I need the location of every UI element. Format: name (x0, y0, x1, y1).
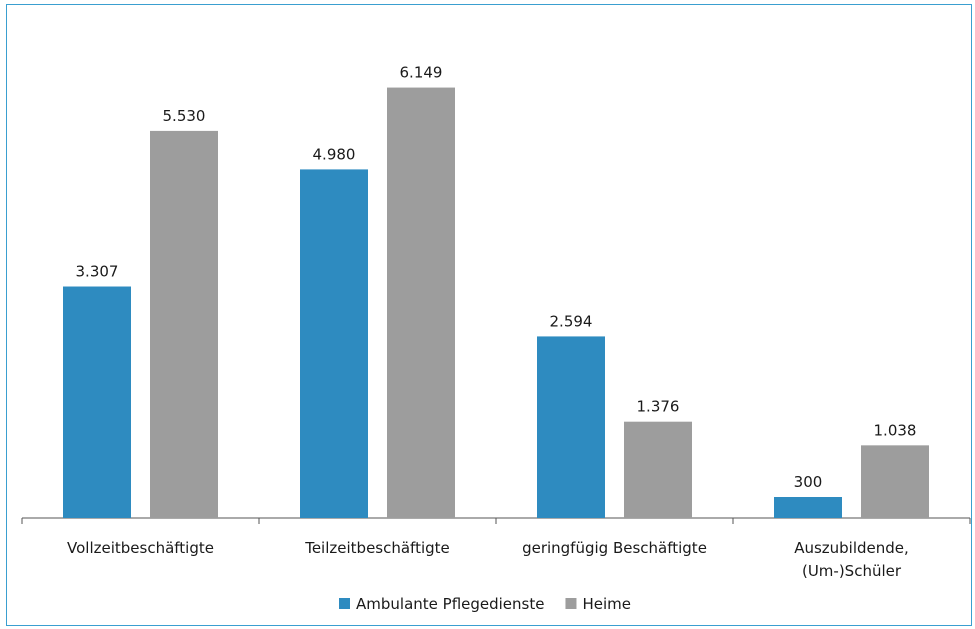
legend-label: Heime (582, 595, 631, 613)
category-label: Vollzeitbeschäftigte (67, 539, 214, 557)
bar-ambulante-2 (537, 336, 605, 518)
bar-heime-0 (150, 130, 218, 518)
bar-heime-2 (624, 421, 692, 518)
bar-heime-1 (387, 87, 455, 518)
category-label: Teilzeitbeschäftigte (304, 539, 450, 557)
data-label: 3.307 (76, 263, 119, 281)
data-label: 2.594 (550, 312, 593, 330)
bar-ambulante-1 (300, 169, 368, 518)
data-label: 5.530 (163, 107, 206, 125)
legend-label: Ambulante Pflegedienste (356, 595, 544, 613)
legend-swatch (565, 598, 577, 609)
data-label: 1.038 (874, 421, 917, 439)
category-label: geringfügig Beschäftigte (522, 539, 707, 557)
bar-heime-3 (861, 445, 929, 518)
category-label: (Um-)Schüler (802, 562, 902, 580)
category-label: Auszubildende, (794, 539, 909, 557)
bar-ambulante-3 (774, 497, 842, 518)
legend-swatch (339, 598, 350, 609)
data-label: 300 (794, 473, 823, 491)
bar-ambulante-0 (63, 286, 131, 518)
data-label: 1.376 (637, 398, 680, 416)
data-label: 4.980 (313, 145, 356, 163)
data-label: 6.149 (400, 64, 443, 82)
